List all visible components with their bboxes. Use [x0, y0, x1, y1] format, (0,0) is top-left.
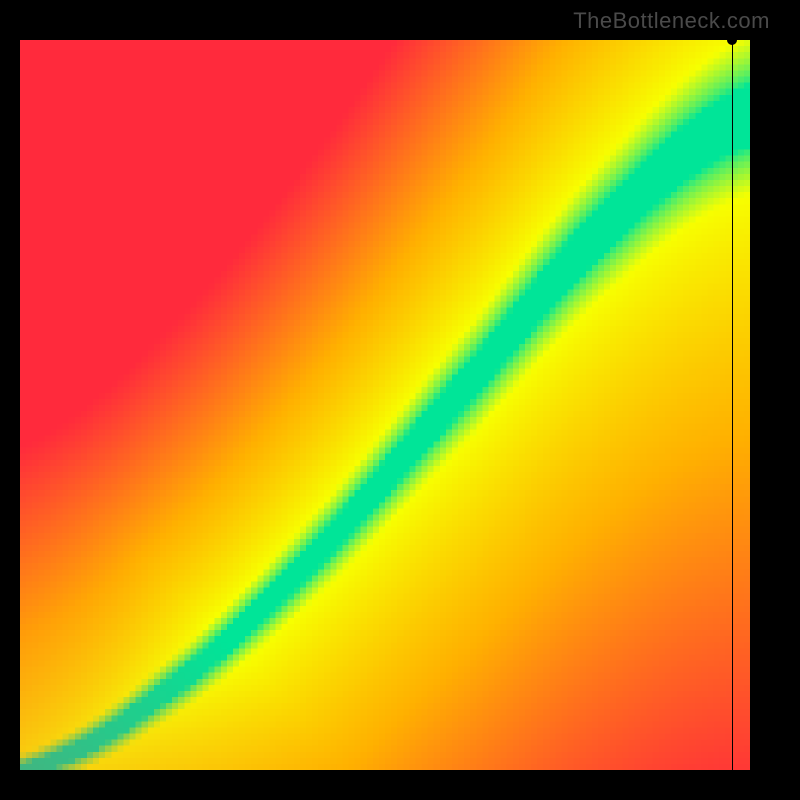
- marker-dot: [727, 35, 737, 45]
- heatmap-canvas: [20, 40, 750, 770]
- marker-vertical-line: [732, 40, 733, 770]
- bottleneck-heatmap: [20, 40, 750, 770]
- watermark-text: TheBottleneck.com: [573, 8, 770, 34]
